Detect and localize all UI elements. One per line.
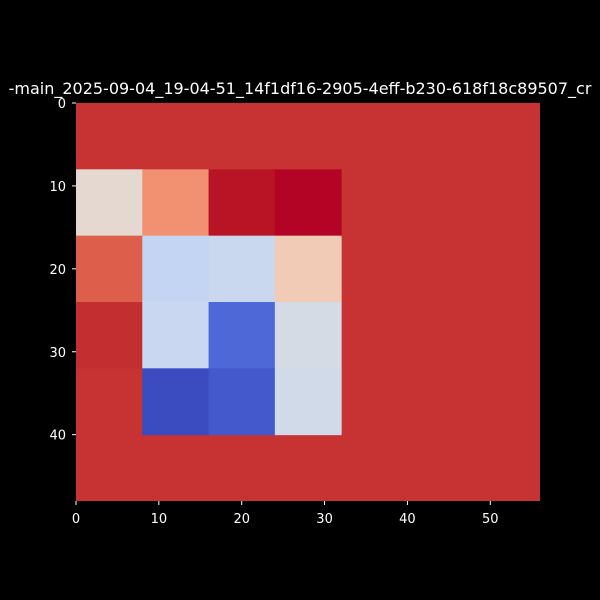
- heatmap-cell-11: [274, 302, 342, 369]
- heatmap-cell-6: [208, 235, 276, 303]
- heatmap-cell-9: [142, 302, 210, 369]
- y-tick-label: 20: [49, 263, 66, 278]
- heatmap-cell-14: [208, 368, 276, 436]
- heatmap-cell-0: [76, 169, 143, 237]
- y-tick-label: 40: [49, 429, 66, 444]
- heatmap-cell-15: [274, 368, 342, 436]
- x-tick-label: 20: [233, 512, 250, 527]
- heatmap-cell-7: [274, 235, 342, 303]
- heatmap-cell-2: [208, 169, 276, 237]
- heatmap-cell-10: [208, 302, 276, 369]
- x-tick-label: 0: [72, 512, 80, 527]
- y-tick-label: 0: [58, 97, 66, 112]
- x-axis: 0 10 20 30 40 50: [72, 501, 499, 527]
- heatmap-cell-3: [274, 169, 342, 237]
- heatmap-cell-8: [76, 302, 143, 369]
- heatmap-cell-1: [142, 169, 210, 237]
- y-axis: 0 10 20 30 40: [49, 97, 76, 444]
- x-tick-label: 40: [399, 512, 416, 527]
- heatmap-cell-4: [76, 235, 143, 303]
- x-tick-label: 10: [151, 512, 168, 527]
- heatmap-cells: [76, 103, 540, 501]
- x-tick-label: 50: [482, 512, 499, 527]
- heatmap-cell-13: [142, 368, 210, 436]
- chart-title: -main_2025-09-04_19-04-51_14f1df16-2905-…: [8, 79, 592, 98]
- y-tick-label: 30: [49, 346, 66, 361]
- y-tick-label: 10: [49, 180, 66, 195]
- x-tick-label: 30: [316, 512, 333, 527]
- heatmap-cell-5: [142, 235, 210, 303]
- heatmap-cell-12: [76, 368, 143, 436]
